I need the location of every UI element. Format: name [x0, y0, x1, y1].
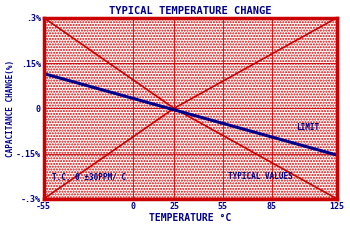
X-axis label: TEMPERATURE °C: TEMPERATURE °C: [149, 213, 231, 224]
Text: T.C. 0 ±30PPM/ C: T.C. 0 ±30PPM/ C: [52, 172, 126, 181]
Y-axis label: CAPACITANCE CHANGE(%): CAPACITANCE CHANGE(%): [6, 60, 15, 157]
Text: TYPICAL VALUES: TYPICAL VALUES: [228, 172, 293, 181]
Text: LIMIT: LIMIT: [296, 123, 319, 132]
Title: TYPICAL TEMPERATURE CHANGE: TYPICAL TEMPERATURE CHANGE: [109, 5, 272, 16]
